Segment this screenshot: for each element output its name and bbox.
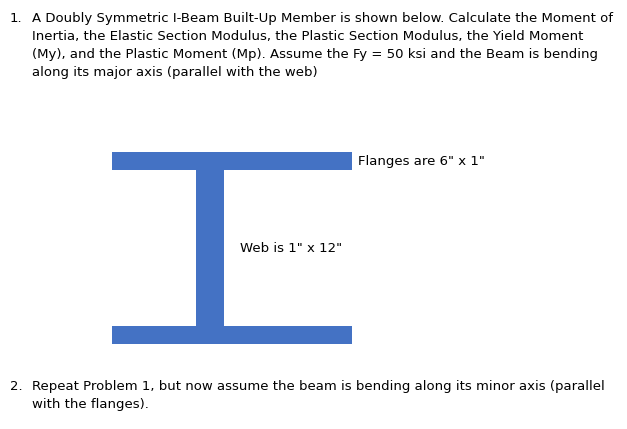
Text: Web is 1" x 12": Web is 1" x 12" bbox=[240, 242, 342, 254]
Text: Repeat Problem 1, but now assume the beam is bending along its minor axis (paral: Repeat Problem 1, but now assume the bea… bbox=[32, 380, 605, 393]
Bar bbox=[112, 326, 352, 344]
Text: A Doubly Symmetric I-Beam Built-Up Member is shown below. Calculate the Moment o: A Doubly Symmetric I-Beam Built-Up Membe… bbox=[32, 12, 613, 25]
Text: 1.: 1. bbox=[10, 12, 23, 25]
Text: 2.: 2. bbox=[10, 380, 23, 393]
Text: Inertia, the Elastic Section Modulus, the Plastic Section Modulus, the Yield Mom: Inertia, the Elastic Section Modulus, th… bbox=[32, 30, 583, 43]
Text: (My), and the Plastic Moment (Mp). Assume the Fy = 50 ksi and the Beam is bendin: (My), and the Plastic Moment (Mp). Assum… bbox=[32, 48, 598, 61]
Text: Flanges are 6" x 1": Flanges are 6" x 1" bbox=[358, 154, 485, 167]
Text: along its major axis (parallel with the web): along its major axis (parallel with the … bbox=[32, 66, 318, 79]
Bar bbox=[112, 152, 352, 170]
Text: with the flanges).: with the flanges). bbox=[32, 398, 149, 411]
Bar bbox=[196, 170, 224, 326]
